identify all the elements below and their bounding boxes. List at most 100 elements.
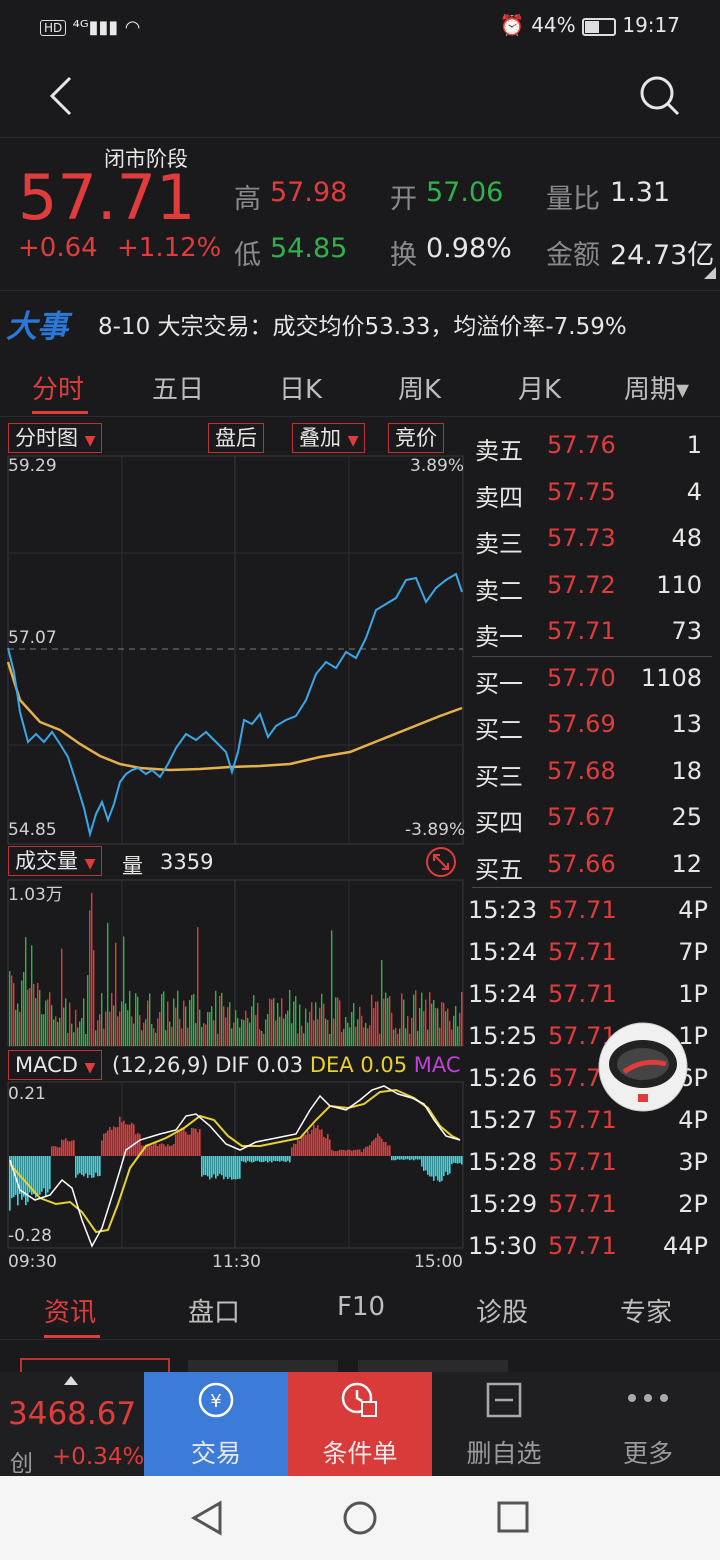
dropdown-icon: ▼	[84, 856, 96, 872]
back-icon[interactable]	[44, 74, 78, 118]
macd-bar	[431, 1156, 433, 1177]
volume-bar	[439, 1027, 441, 1046]
tab-five-day[interactable]: 五日	[152, 375, 205, 405]
order-book-row[interactable]: 买五 57.66 12	[472, 842, 712, 888]
tab-intraday[interactable]: 分时	[32, 375, 85, 405]
volume-bar	[91, 892, 93, 1046]
tab-market-depth[interactable]: 盘口	[188, 1298, 241, 1328]
order-book-row[interactable]: 卖三 57.73 48	[472, 516, 712, 562]
volume-bar	[15, 1009, 17, 1046]
volume-bar	[387, 998, 389, 1046]
order-book-row[interactable]: 买四 57.67 25	[472, 795, 712, 841]
macd-bar	[111, 1129, 113, 1156]
remove-icon	[486, 1382, 522, 1418]
volume-bar	[445, 1011, 447, 1046]
macd-bar	[323, 1136, 325, 1156]
tab-diagnosis[interactable]: 诊股	[476, 1298, 529, 1328]
high-value: 57.98	[270, 177, 348, 208]
macd-bar	[319, 1129, 321, 1156]
back-triangle-icon[interactable]	[190, 1500, 224, 1536]
trade-button[interactable]: ¥ 交易	[144, 1372, 288, 1476]
macd-bar	[383, 1141, 385, 1156]
low-value: 54.85	[270, 233, 348, 264]
macd-bar	[199, 1129, 201, 1156]
overlay-button[interactable]: 叠加 ▼	[292, 423, 366, 453]
macd-bar	[163, 1144, 165, 1156]
floating-assistant-icon[interactable]	[596, 1020, 690, 1114]
volume-indicator-label: 成交量	[15, 849, 78, 873]
macd-bar	[181, 1127, 183, 1156]
expand-corner-icon[interactable]	[704, 267, 716, 279]
ob-level: 买三	[475, 763, 523, 791]
order-book-row[interactable]: 卖一 57.71 73	[472, 609, 712, 655]
volume-bar	[217, 1033, 219, 1046]
intraday-chart[interactable]	[0, 452, 466, 848]
macd-bar	[235, 1156, 237, 1180]
macd-bars	[9, 1116, 463, 1211]
macd-bar	[299, 1140, 301, 1156]
pct-bot-label: -3.89%	[405, 820, 466, 840]
volume-bar	[185, 1006, 187, 1046]
open-value: 57.06	[426, 177, 504, 208]
volume-indicator-button[interactable]: 成交量 ▼	[8, 846, 103, 876]
chart-mode-button[interactable]: 分时图 ▼	[8, 423, 103, 453]
tab-period[interactable]: 周期▾	[624, 375, 690, 405]
ob-level: 卖五	[475, 437, 523, 465]
macd-indicator-button[interactable]: MACD ▼	[8, 1050, 103, 1080]
volume-bar	[213, 1020, 215, 1046]
tick-time: 15:29	[468, 1190, 538, 1218]
auction-button[interactable]: 竞价	[388, 423, 444, 453]
volume-bar	[397, 1033, 399, 1046]
volume-bar	[17, 1003, 19, 1046]
order-book-row[interactable]: 买二 57.69 13	[472, 702, 712, 748]
ob-price: 57.67	[547, 803, 616, 831]
ob-level: 买五	[475, 856, 523, 884]
macd-bar	[125, 1124, 127, 1156]
home-circle-icon[interactable]	[342, 1500, 378, 1536]
order-book-row[interactable]: 买三 57.68 18	[472, 749, 712, 795]
tab-news[interactable]: 资讯	[44, 1298, 97, 1328]
volume-bar	[175, 1007, 177, 1046]
macd-bar	[135, 1134, 137, 1156]
volume-bar	[259, 1029, 261, 1046]
macd-bar	[409, 1156, 411, 1161]
volume-bar	[249, 1022, 251, 1046]
tab-day-k[interactable]: 日K	[279, 375, 323, 405]
macd-bar	[67, 1140, 69, 1156]
search-icon[interactable]	[638, 74, 682, 118]
recents-square-icon[interactable]	[496, 1500, 530, 1534]
macd-bar	[63, 1140, 65, 1156]
macd-bar	[219, 1156, 221, 1174]
after-hours-button[interactable]: 盘后	[208, 423, 264, 453]
macd-bar	[321, 1129, 323, 1156]
order-book-row[interactable]: 卖五 57.76 1	[472, 423, 712, 469]
tick-time: 15:30	[468, 1232, 538, 1260]
dif-label: DIF	[215, 1053, 250, 1077]
index-ticker[interactable]: 3468.67 创 +0.34%	[0, 1372, 144, 1477]
volume-bar	[43, 1014, 45, 1046]
macd-bar	[305, 1134, 307, 1156]
volume-bar	[257, 1002, 259, 1046]
order-book-row[interactable]: 卖四 57.75 4	[472, 470, 712, 516]
volume-bar	[405, 1028, 407, 1046]
volume-bar	[173, 998, 175, 1046]
condition-order-button[interactable]: 条件单	[288, 1372, 432, 1476]
volume-bar	[19, 1011, 21, 1046]
macd-bar	[207, 1156, 209, 1177]
macd-bar	[79, 1156, 81, 1174]
macd-bar	[91, 1156, 93, 1178]
tab-month-k[interactable]: 月K	[518, 375, 562, 405]
index-name: 创	[10, 1451, 33, 1477]
tab-expert[interactable]: 专家	[620, 1298, 673, 1328]
tab-f10[interactable]: F10	[337, 1292, 386, 1322]
order-book-row[interactable]: 卖二 57.72 110	[472, 563, 712, 609]
news-bar[interactable]: 大事 8-10 大宗交易：成交均价53.33，均溢价率-7.59%	[0, 290, 720, 354]
volume-chart	[7, 879, 464, 1047]
expand-icon[interactable]	[424, 846, 458, 878]
tab-week-k[interactable]: 周K	[398, 375, 442, 405]
order-book-row[interactable]: 买一 57.70 1108	[472, 656, 712, 702]
macd-bar	[311, 1129, 313, 1156]
more-button[interactable]: 更多	[576, 1372, 720, 1476]
remove-watchlist-button[interactable]: 删自选	[432, 1372, 576, 1476]
macd-bar	[57, 1147, 59, 1156]
